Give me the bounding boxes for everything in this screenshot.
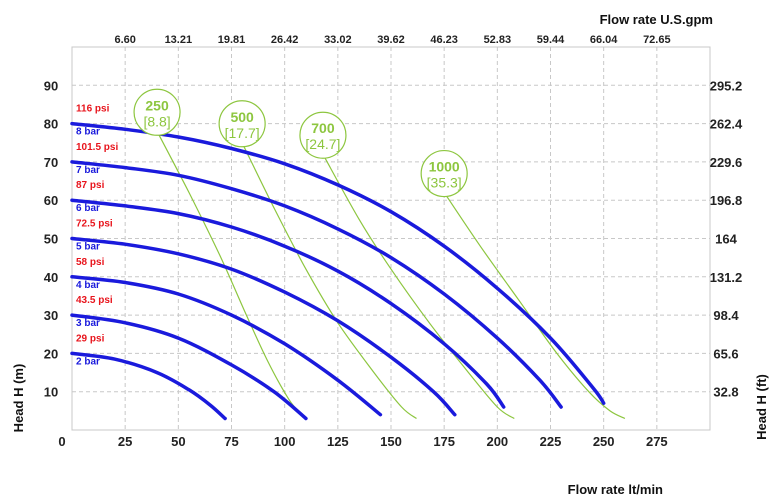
- y-right-tick-label: 65.6: [713, 346, 738, 361]
- x-top-tick-label: 13.21: [165, 34, 193, 46]
- x-bottom-tick-label: 275: [646, 434, 668, 449]
- x-top-axis-title: Flow rate U.S.gpm: [600, 12, 713, 27]
- speed-label: 250: [145, 97, 169, 113]
- y-left-tick-label: 50: [44, 232, 58, 247]
- speed-label: 500: [230, 109, 254, 125]
- speed-label-circle: [218, 100, 266, 148]
- psi-label: 72.5 psi: [76, 219, 113, 230]
- speed-curve-line: [322, 153, 515, 420]
- y-right-tick-label: 229.6: [710, 155, 743, 170]
- bar-label: 2 bar: [76, 356, 100, 367]
- speed-curve-line: [241, 142, 417, 419]
- x-bottom-axis-title: Flow rate lt/min: [568, 482, 663, 497]
- y-left-tick-label: 90: [44, 78, 58, 93]
- speed-sublabel: [17.7]: [225, 125, 260, 141]
- speed-label-circle: [299, 111, 347, 159]
- y-right-axis-title: Head H (ft): [754, 374, 769, 440]
- bar-label: 5 bar: [76, 242, 100, 253]
- pressure-labels: 29 psi 2 bar 43.5 psi 3 bar 58 psi 4 bar 72.5 …: [76, 104, 118, 368]
- pressure-curve-line: [70, 121, 606, 405]
- y-right-tick-label: 98.4: [713, 308, 739, 323]
- psi-label: 87 psi: [76, 180, 105, 191]
- y-left-tick-label: 80: [44, 117, 58, 132]
- pressure-curve-line: [70, 275, 383, 417]
- x-bottom-tick-label: 125: [327, 434, 349, 449]
- y-left-tick-label: 10: [44, 385, 58, 400]
- x-bottom-tick-label: 175: [433, 434, 455, 449]
- psi-label: 58 psi: [76, 257, 105, 268]
- y-right-tick-label: 164: [715, 232, 737, 247]
- x-top-tick-label: 72.65: [643, 34, 671, 46]
- pressure-curve-line: [70, 198, 506, 409]
- psi-label: 43.5 psi: [76, 295, 113, 306]
- x-bottom-tick-label: 250: [593, 434, 615, 449]
- pressure-curve-line: [70, 160, 563, 409]
- speed-sublabel: [8.8]: [143, 113, 170, 129]
- bar-label: 7 bar: [76, 165, 100, 176]
- x-top-tick-label: 52.83: [484, 34, 512, 46]
- y-left-tick-label: 40: [44, 270, 58, 285]
- y-right-tick-label: 295.2: [710, 78, 743, 93]
- x-top-tick-label: 46.23: [430, 34, 458, 46]
- grid: [72, 47, 710, 430]
- y-right-tick-label: 262.4: [710, 117, 743, 132]
- y-left-tick-label: 30: [44, 308, 58, 323]
- y-left-tick-label: 70: [44, 155, 58, 170]
- x-bottom-tick-label: 225: [540, 434, 562, 449]
- y-right-tick-label: 131.2: [710, 270, 743, 285]
- y-left-axis-title: Head H (m): [11, 364, 26, 433]
- psi-label: 116 psi: [76, 104, 110, 115]
- x-top-tick-label: 59.44: [537, 34, 565, 46]
- speed-curve-line: [156, 131, 303, 416]
- x-bottom-tick-label: 150: [380, 434, 402, 449]
- x-bottom-tick-label: 200: [486, 434, 508, 449]
- x-bottom-tick-label: 25: [118, 434, 132, 449]
- x-bottom-tick-label: 75: [224, 434, 238, 449]
- pressure-curve-line: [70, 351, 227, 421]
- bar-label: 3 bar: [76, 318, 100, 329]
- y-left-tick-label: 20: [44, 346, 58, 361]
- bar-label: 8 bar: [76, 127, 100, 138]
- speed-sublabel: [24.7]: [305, 136, 340, 152]
- tick-labels: 0 25 50 75 100 125 150 175 200 225 250 275 6.60 13.21…: [44, 34, 743, 449]
- speed-labels: 250[8.8] 500[17.7] 700[24.7] 1000[35.3]: [133, 88, 468, 198]
- pressure-curve-line: [70, 236, 457, 417]
- speed-sublabel: [35.3]: [427, 175, 462, 191]
- x-bottom-tick-label: 0: [58, 434, 65, 449]
- x-top-tick-label: 6.60: [114, 34, 135, 46]
- bar-label: 4 bar: [76, 280, 100, 291]
- psi-label: 29 psi: [76, 333, 105, 344]
- pressure-curve-line: [70, 313, 308, 421]
- speed-label-circle: [420, 149, 468, 198]
- speed-label: 700: [311, 120, 335, 136]
- x-bottom-tick-label: 50: [171, 434, 185, 449]
- bar-label: 6 bar: [76, 203, 100, 214]
- speed-label: 1000: [429, 159, 460, 175]
- x-top-tick-label: 39.62: [377, 34, 405, 46]
- x-top-tick-label: 33.02: [324, 34, 352, 46]
- y-left-tick-label: 60: [44, 193, 58, 208]
- x-top-tick-label: 26.42: [271, 34, 299, 46]
- y-right-tick-label: 32.8: [713, 385, 738, 400]
- pressure-curves: [70, 121, 606, 421]
- speed-label-circle: [133, 88, 181, 136]
- x-top-tick-label: 19.81: [218, 34, 246, 46]
- x-bottom-tick-label: 100: [274, 434, 296, 449]
- y-right-tick-label: 196.8: [710, 193, 743, 208]
- speed-curve-line: [443, 192, 626, 420]
- psi-label: 101.5 psi: [76, 142, 118, 153]
- x-top-tick-label: 66.04: [590, 34, 618, 46]
